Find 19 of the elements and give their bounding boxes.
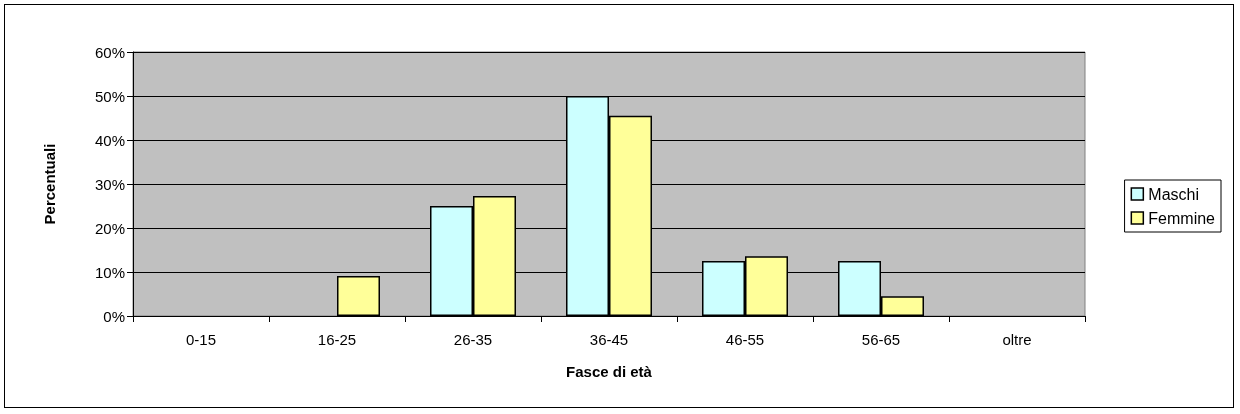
y-axis-title: Percentuali xyxy=(41,143,58,225)
y-tick-label: 0% xyxy=(103,307,125,325)
x-tick-label: oltre xyxy=(1002,331,1032,348)
x-axis-title: Fasce di età xyxy=(566,363,653,380)
x-tick-label: 46-55 xyxy=(725,331,765,348)
legend-label: Femmine xyxy=(1148,209,1216,227)
x-tick-label: 16-25 xyxy=(317,331,357,348)
legend-label: Maschi xyxy=(1148,185,1200,203)
y-tick-label: 30% xyxy=(94,175,125,193)
x-tick-label: 26-35 xyxy=(453,331,493,348)
x-tick-label: 56-65 xyxy=(861,331,901,348)
y-tick-label: 10% xyxy=(94,263,125,281)
y-tick-label: 20% xyxy=(94,219,125,237)
x-tick-label: 36-45 xyxy=(589,331,629,348)
y-tick-label: 60% xyxy=(94,43,125,61)
y-tick-label: 50% xyxy=(94,87,125,105)
bar xyxy=(337,275,380,316)
x-tick-label: 0-15 xyxy=(185,331,217,348)
y-tick-label: 40% xyxy=(94,131,125,149)
